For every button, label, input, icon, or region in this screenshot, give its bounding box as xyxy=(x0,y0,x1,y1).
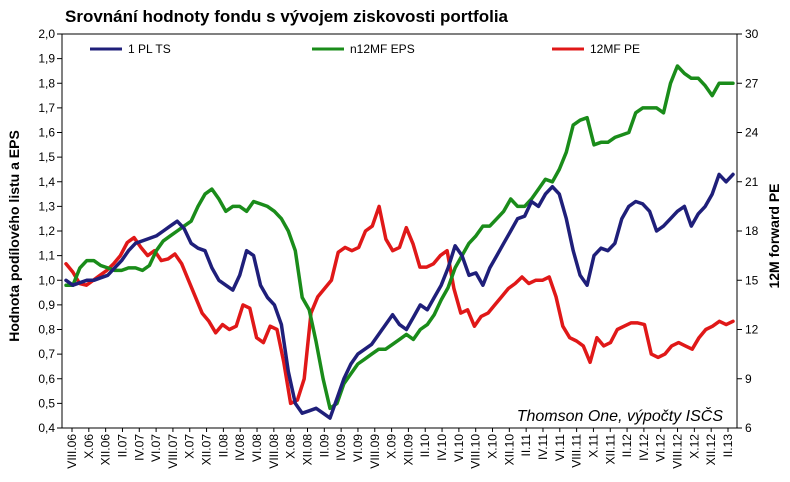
x-tick-label: II.11 xyxy=(519,434,533,457)
x-tick-label: XII.08 xyxy=(300,434,314,466)
y-axis-title-right: 12M forward PE xyxy=(766,183,782,288)
y-tick-label-left: 1,0 xyxy=(38,273,55,287)
axes: 0,4 0,5 0,6 0,7 0,8 0,9 1,0 1,1 1,2 1,3 1,4 1,5 1,6 1… xyxy=(38,27,758,469)
y-tick-label-left: 1,7 xyxy=(38,101,55,115)
x-tick-label: II.09 xyxy=(317,434,331,458)
x-tick-label: VIII.11 xyxy=(570,434,584,468)
x-tick-label: II.08 xyxy=(216,434,230,458)
x-tick-label: XII.10 xyxy=(502,434,516,466)
x-tick-label: X.12 xyxy=(687,434,701,459)
y-tick-label-right: 30 xyxy=(745,27,759,41)
y-tick-label-left: 1,4 xyxy=(38,175,55,189)
x-tick-label: X.09 xyxy=(385,434,399,459)
x-tick-label: IV.12 xyxy=(637,434,651,461)
x-tick-label: IV.08 xyxy=(233,434,247,461)
x-tick-label: X.11 xyxy=(586,434,600,458)
x-tick-label: II.07 xyxy=(115,434,129,458)
source-note: Thomson One, výpočty ISČS xyxy=(517,406,724,425)
y-tick-label-left: 1,9 xyxy=(38,52,55,66)
x-tick-label: X.06 xyxy=(82,434,96,459)
y-tick-label-right: 6 xyxy=(745,421,752,435)
x-tick-label: XII.09 xyxy=(401,434,415,466)
series-line-1 xyxy=(64,172,735,420)
plot-lines xyxy=(64,64,735,420)
y-tick-label-right: 15 xyxy=(745,273,759,287)
y-tick-label-right: 9 xyxy=(745,372,752,386)
x-tick-label: IV.07 xyxy=(132,434,146,461)
y-tick-label-left: 2,0 xyxy=(38,27,55,41)
series-line-2 xyxy=(64,64,735,411)
x-tick-label: X.07 xyxy=(183,434,197,459)
y-tick-label-right: 18 xyxy=(745,224,759,238)
y-tick-label-right: 24 xyxy=(745,126,759,140)
x-tick-label: X.08 xyxy=(284,434,298,459)
x-tick-label: XII.06 xyxy=(99,434,113,466)
x-tick-label: IV.11 xyxy=(536,434,550,460)
x-tick-label: VI.12 xyxy=(654,434,668,462)
y-tick-label-left: 1,1 xyxy=(38,249,55,263)
y-tick-label-left: 0,7 xyxy=(38,347,55,361)
y-tick-label-right: 27 xyxy=(745,76,759,90)
x-tick-label: X.10 xyxy=(486,434,500,459)
x-tick-label: IV.09 xyxy=(334,434,348,461)
x-tick-label: VIII.07 xyxy=(166,434,180,469)
y-tick-label-left: 1,5 xyxy=(38,150,55,164)
legend-label-series-3: 12MF PE xyxy=(590,42,640,56)
chart-title: Srovnání hodnoty fondu s vývojem ziskovo… xyxy=(65,7,509,26)
x-tick-label: XII.12 xyxy=(704,434,718,466)
y-tick-label-left: 1,6 xyxy=(38,126,55,140)
x-tick-label: VIII.06 xyxy=(65,434,79,469)
y-tick-label-left: 0,6 xyxy=(38,372,55,386)
x-tick-label: VI.09 xyxy=(351,434,365,462)
x-tick-label: VI.11 xyxy=(553,434,567,461)
x-tick-label: XII.11 xyxy=(603,434,617,465)
x-tick-label: VIII.08 xyxy=(267,434,281,469)
x-tick-label: VI.07 xyxy=(149,434,163,462)
y-axis-title-left: Hodnota podílového listu a EPS xyxy=(6,130,22,342)
legend-label-series-2: n12MF EPS xyxy=(350,42,415,56)
series-line-3 xyxy=(64,204,735,406)
y-tick-label-left: 1,3 xyxy=(38,199,55,213)
x-tick-label: VIII.12 xyxy=(671,434,685,469)
legend: 1 PL TS n12MF EPS 12MF PE xyxy=(90,42,640,56)
y-tick-label-left: 0,5 xyxy=(38,396,55,410)
y-tick-label-left: 0,8 xyxy=(38,323,55,337)
y-tick-label-left: 1,2 xyxy=(38,224,55,238)
y-tick-label-right: 12 xyxy=(745,323,759,337)
y-tick-label-left: 0,4 xyxy=(38,421,55,435)
x-tick-label: II.13 xyxy=(721,434,735,458)
x-tick-label: VI.08 xyxy=(250,434,264,462)
x-tick-label: IV.10 xyxy=(435,434,449,461)
x-tick-label: VIII.10 xyxy=(469,434,483,469)
y-tick-label-left: 0,9 xyxy=(38,298,55,312)
x-tick-label: XII.07 xyxy=(200,434,214,466)
x-tick-label: VI.10 xyxy=(452,434,466,462)
x-tick-label: II.10 xyxy=(418,434,432,458)
y-tick-label-left: 1,8 xyxy=(38,76,55,90)
y-tick-label-right: 21 xyxy=(745,175,759,189)
x-tick-label: II.12 xyxy=(620,434,634,458)
x-tick-label: VIII.09 xyxy=(368,434,382,469)
legend-label-series-1: 1 PL TS xyxy=(128,42,171,56)
